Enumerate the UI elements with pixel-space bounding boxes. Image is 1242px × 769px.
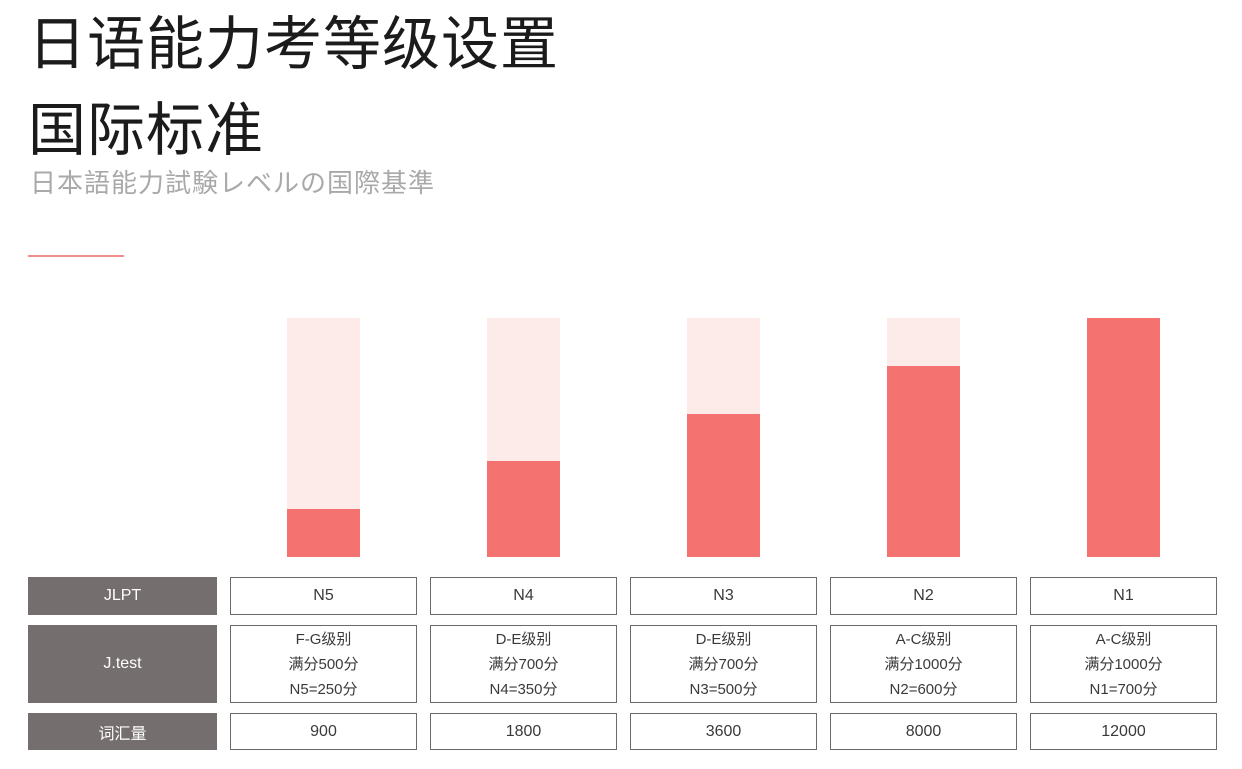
cell-vocab-n3: 3600 — [630, 713, 817, 750]
row-header-jlpt: JLPT — [28, 577, 217, 615]
bar-track-n1 — [1087, 318, 1160, 557]
bar-fill-n1 — [1087, 318, 1160, 557]
bar-cell-n3 — [630, 318, 817, 557]
bar-fill-n4 — [487, 461, 560, 557]
page-title: 日语能力考等级设置 国际标准 — [28, 2, 559, 174]
jtest-n5-fullscore: 满分500分 — [288, 655, 359, 673]
cell-vocab-n5: 900 — [230, 713, 417, 750]
jtest-n1-fullscore: 满分1000分 — [1084, 655, 1163, 673]
bar-cell-n1 — [1030, 318, 1217, 557]
jtest-n4-grade: D-E级别 — [495, 630, 552, 648]
bar-track-n5 — [287, 318, 360, 557]
cell-jlpt-n2: N2 — [830, 577, 1017, 615]
bar-fill-n2 — [887, 365, 960, 557]
jtest-n2-grade: A-C级别 — [895, 630, 952, 648]
jtest-n3-passscore: N3=500分 — [689, 680, 758, 698]
cell-jtest-n5: F-G级别 满分500分 N5=250分 — [230, 625, 417, 703]
cell-vocab-n2: 8000 — [830, 713, 1017, 750]
cell-jlpt-n3: N3 — [630, 577, 817, 615]
cell-jtest-n2: A-C级别 满分1000分 N2=600分 — [830, 625, 1017, 703]
level-bar-chart — [28, 318, 1217, 557]
jtest-n1-passscore: N1=700分 — [1089, 680, 1158, 698]
jtest-n5-passscore: N5=250分 — [289, 680, 358, 698]
bar-track-n3 — [687, 318, 760, 557]
page-title-line2: 国际标准 — [28, 98, 265, 163]
page-title-line1: 日语能力考等级设置 — [28, 12, 560, 77]
chart-spacer-cell — [28, 318, 217, 557]
bar-cell-n5 — [230, 318, 417, 557]
bar-fill-n3 — [687, 413, 760, 557]
jtest-n5-grade: F-G级别 — [295, 630, 352, 648]
jtest-n3-grade: D-E级别 — [695, 630, 752, 648]
jtest-n4-fullscore: 满分700分 — [488, 655, 559, 673]
row-header-jtest: J.test — [28, 625, 217, 703]
cell-jtest-n1: A-C级别 满分1000分 N1=700分 — [1030, 625, 1217, 703]
bar-fill-n5 — [287, 509, 360, 557]
jlpt-comparison-table: JLPT N5 N4 N3 N2 N1 J.test F-G级别 满分500分 … — [28, 577, 1217, 750]
cell-vocab-n1: 12000 — [1030, 713, 1217, 750]
cell-jlpt-n5: N5 — [230, 577, 417, 615]
bar-track-n4 — [487, 318, 560, 557]
jtest-n2-fullscore: 满分1000分 — [884, 655, 963, 673]
cell-jlpt-n1: N1 — [1030, 577, 1217, 615]
cell-jtest-n4: D-E级别 满分700分 N4=350分 — [430, 625, 617, 703]
row-header-vocab: 词汇量 — [28, 713, 217, 750]
cell-jtest-n3: D-E级别 满分700分 N3=500分 — [630, 625, 817, 703]
jtest-n4-passscore: N4=350分 — [489, 680, 558, 698]
bar-cell-n4 — [430, 318, 617, 557]
bar-track-n2 — [887, 318, 960, 557]
cell-vocab-n4: 1800 — [430, 713, 617, 750]
accent-divider — [28, 255, 124, 257]
jtest-n2-passscore: N2=600分 — [889, 680, 958, 698]
bar-cell-n2 — [830, 318, 1017, 557]
jtest-n1-grade: A-C级别 — [1095, 630, 1152, 648]
jtest-n3-fullscore: 满分700分 — [688, 655, 759, 673]
page-subtitle: 日本語能力試験レベルの国際基準 — [30, 168, 436, 198]
cell-jlpt-n4: N4 — [430, 577, 617, 615]
